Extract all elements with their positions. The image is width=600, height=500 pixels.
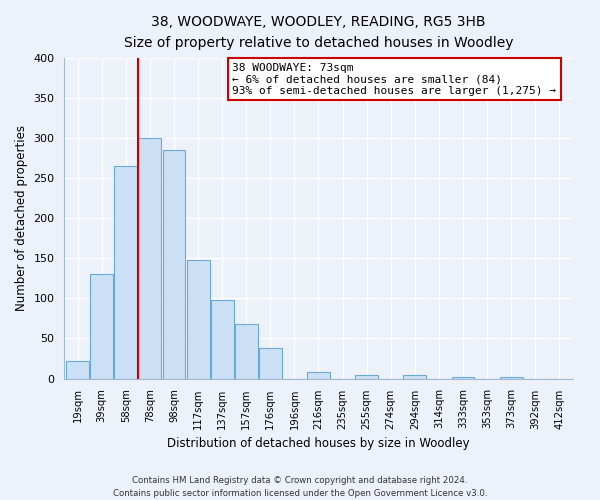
Bar <box>355 374 378 378</box>
Bar <box>452 377 475 378</box>
X-axis label: Distribution of detached houses by size in Woodley: Distribution of detached houses by size … <box>167 437 470 450</box>
Text: 38 WOODWAYE: 73sqm
← 6% of detached houses are smaller (84)
93% of semi-detached: 38 WOODWAYE: 73sqm ← 6% of detached hous… <box>232 62 556 96</box>
Title: 38, WOODWAYE, WOODLEY, READING, RG5 3HB
Size of property relative to detached ho: 38, WOODWAYE, WOODLEY, READING, RG5 3HB … <box>124 15 513 50</box>
Bar <box>211 300 233 378</box>
Bar <box>403 374 426 378</box>
Text: Contains HM Land Registry data © Crown copyright and database right 2024.
Contai: Contains HM Land Registry data © Crown c… <box>113 476 487 498</box>
Bar <box>163 150 185 378</box>
Bar <box>500 377 523 378</box>
Bar <box>259 348 282 378</box>
Bar <box>307 372 330 378</box>
Bar <box>115 166 137 378</box>
Y-axis label: Number of detached properties: Number of detached properties <box>15 125 28 311</box>
Bar <box>235 324 257 378</box>
Bar <box>187 260 209 378</box>
Bar <box>66 361 89 378</box>
Bar <box>139 138 161 378</box>
Bar <box>90 274 113 378</box>
